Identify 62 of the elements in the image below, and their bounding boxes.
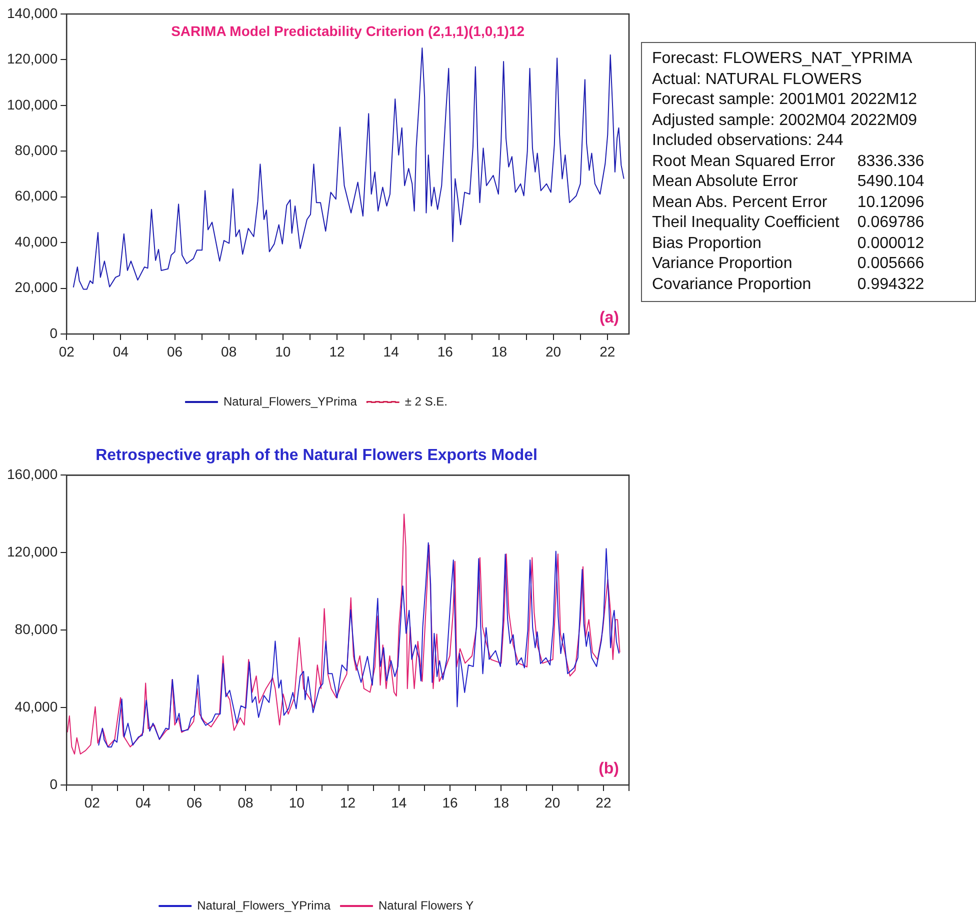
x-tick-label: 04 bbox=[112, 343, 129, 360]
x-tick-label: 08 bbox=[238, 794, 254, 810]
x-tick-label: 18 bbox=[491, 343, 508, 360]
data-label: 0.000012 bbox=[856, 234, 924, 254]
text: Actual: NATURAL FLOWERS bbox=[652, 70, 863, 90]
x-tick-label: 16 bbox=[437, 343, 454, 360]
x-tick-label: 02 bbox=[84, 794, 100, 810]
y-tick-label: 140,000 bbox=[6, 4, 58, 21]
y-tick-label: 40,000 bbox=[14, 233, 58, 250]
y-tick-label: 120,000 bbox=[6, 544, 58, 560]
category-label: Variance Proportion bbox=[652, 254, 794, 274]
x-tick-label: 06 bbox=[186, 794, 202, 810]
category-label: Bias Proportion bbox=[652, 234, 762, 254]
text: Included observations: 244 bbox=[652, 131, 844, 151]
x-tick-label: 14 bbox=[391, 794, 407, 810]
category-label: Root Mean Squared Error bbox=[652, 152, 836, 172]
y-tick-label: 60,000 bbox=[14, 188, 58, 204]
x-tick-label: 14 bbox=[383, 343, 400, 360]
y-tick-label: 120,000 bbox=[6, 50, 58, 67]
x-tick-label: 02 bbox=[58, 343, 75, 360]
x-tick-label: 06 bbox=[166, 343, 183, 360]
data-label: 10.12096 bbox=[856, 192, 924, 212]
text: Forecast: FLOWERS_NAT_YPRIMA bbox=[652, 49, 914, 69]
x-tick-label: 10 bbox=[288, 794, 305, 810]
y-tick-label: 100,000 bbox=[6, 96, 58, 112]
data-label: 0.069786 bbox=[856, 213, 924, 233]
data-label: 5490.104 bbox=[856, 172, 924, 192]
data-label: 8336.336 bbox=[856, 152, 924, 172]
y-tick-label: 0 bbox=[50, 776, 58, 792]
x-tick-label: 20 bbox=[544, 794, 560, 810]
x-tick-label: 22 bbox=[600, 343, 616, 360]
annotation: (a) bbox=[599, 309, 619, 326]
x-tick-label: 22 bbox=[596, 794, 612, 810]
legend-label: Natural_Flowers_YPrima bbox=[224, 394, 358, 408]
x-tick-label: 04 bbox=[136, 794, 152, 810]
chart-title: Retrospective graph of the Natural Flowers Exports Model bbox=[96, 447, 538, 464]
annotation: (b) bbox=[598, 760, 619, 778]
x-tick-label: 18 bbox=[493, 794, 510, 810]
category-label: Covariance Proportion bbox=[652, 274, 812, 294]
data-label: 0.005666 bbox=[856, 254, 924, 274]
text: Forecast sample: 2001M01 2022M12 bbox=[652, 90, 918, 110]
category-label: Mean Absolute Error bbox=[652, 172, 799, 192]
y-tick-label: 80,000 bbox=[14, 142, 58, 158]
text: SARIMA Model Predictability Criterion (2,1,1)(1,0,1)12 bbox=[171, 22, 525, 39]
y-tick-label: 0 bbox=[50, 324, 58, 341]
x-tick-label: 20 bbox=[546, 343, 562, 360]
legend-label: Natural Flowers Y bbox=[378, 898, 474, 912]
x-tick-label: 08 bbox=[221, 343, 237, 360]
category-label: Theil Inequality Coefficient bbox=[652, 213, 840, 233]
x-tick-label: 12 bbox=[329, 343, 345, 360]
y-tick-label: 20,000 bbox=[14, 279, 58, 296]
text: Adjusted sample: 2002M04 2022M09 bbox=[652, 110, 918, 130]
y-tick-label: 160,000 bbox=[6, 466, 58, 482]
legend-label: Natural_Flowers_YPrima bbox=[197, 898, 331, 912]
category-label: Mean Abs. Percent Error bbox=[652, 192, 828, 212]
legend-label: ± 2 S.E. bbox=[404, 394, 448, 408]
data-label: 0.994322 bbox=[856, 274, 924, 294]
y-tick-label: 80,000 bbox=[14, 620, 58, 637]
x-tick-label: 10 bbox=[275, 343, 291, 360]
x-tick-label: 12 bbox=[340, 794, 356, 810]
x-tick-label: 16 bbox=[442, 794, 458, 810]
y-tick-label: 40,000 bbox=[14, 698, 58, 714]
